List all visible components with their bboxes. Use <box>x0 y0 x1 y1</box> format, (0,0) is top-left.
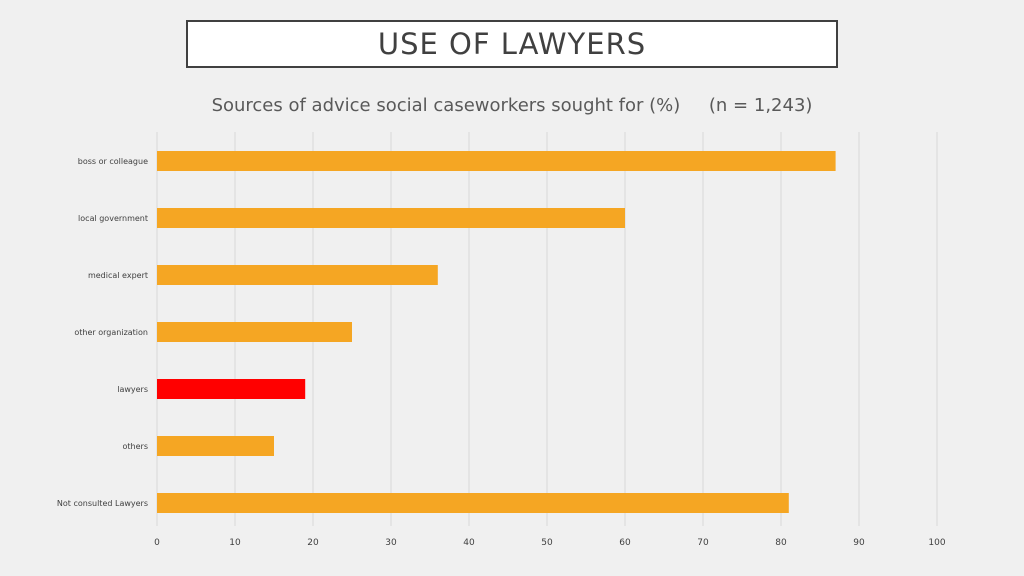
x-tick-label-90: 90 <box>853 538 865 548</box>
x-tick-label-80: 80 <box>775 538 787 548</box>
category-label-local-government: local government <box>78 214 148 223</box>
bar-others <box>157 436 274 456</box>
x-tick-label-100: 100 <box>928 538 945 548</box>
title-box: USE OF LAWYERS <box>186 20 838 68</box>
category-label-medical-expert: medical expert <box>88 271 148 280</box>
bar-medical-expert <box>157 265 438 285</box>
x-tick-label-50: 50 <box>541 538 553 548</box>
x-tick-label-10: 10 <box>229 538 241 548</box>
x-tick-label-20: 20 <box>307 538 319 548</box>
bar-not-consulted-lawyers <box>157 493 789 513</box>
x-tick-label-0: 0 <box>154 538 160 548</box>
bar-other-organization <box>157 322 352 342</box>
x-tick-label-60: 60 <box>619 538 631 548</box>
bar-lawyers <box>157 379 306 399</box>
bar-local-government <box>157 208 625 228</box>
category-label-lawyers: lawyers <box>117 385 148 394</box>
chart-subtitle: Sources of advice social caseworkers sou… <box>211 95 813 116</box>
x-tick-label-30: 30 <box>385 538 397 548</box>
x-tick-label-40: 40 <box>463 538 475 548</box>
category-label-others: others <box>123 442 148 451</box>
category-label-other-organization: other organization <box>74 328 148 337</box>
category-label-not-consulted-lawyers: Not consulted Lawyers <box>57 499 148 508</box>
slide-title: USE OF LAWYERS <box>377 27 647 61</box>
x-tick-label-70: 70 <box>697 538 709 548</box>
bar-boss-or-colleague <box>157 151 836 171</box>
category-label-boss-or-colleague: boss or colleague <box>78 157 148 166</box>
